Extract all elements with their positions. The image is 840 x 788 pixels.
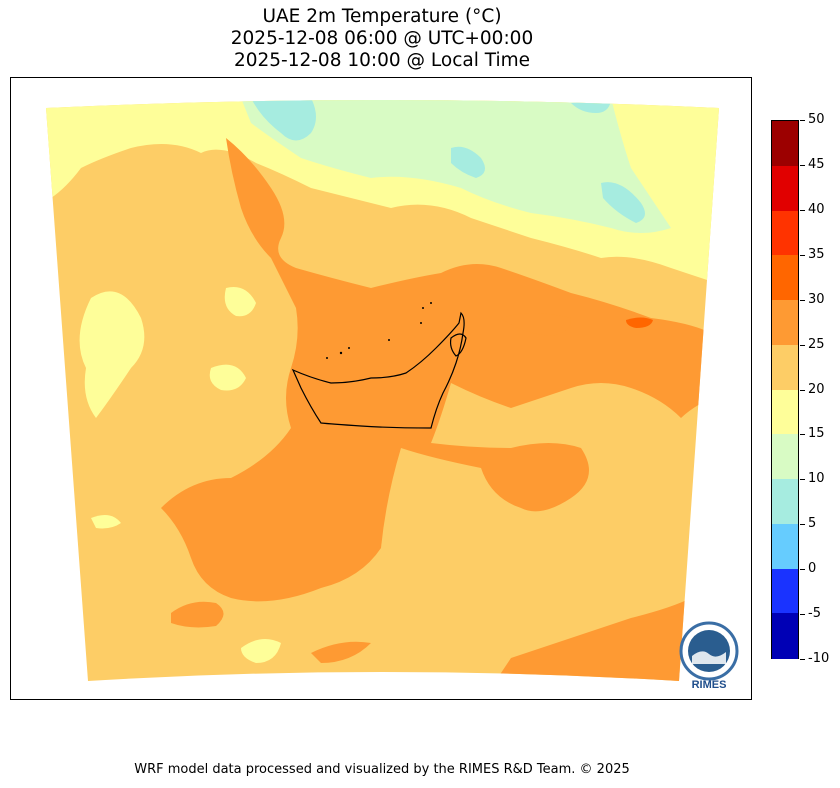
colorbar-tick	[800, 165, 805, 166]
footer-credit: WRF model data processed and visualized …	[134, 762, 630, 777]
colorbar-segment	[772, 389, 798, 435]
island	[326, 357, 328, 359]
band-5-10-c	[601, 182, 645, 223]
band-15-20-west-a	[79, 291, 145, 418]
colorbar-tick-label: 35	[808, 247, 825, 262]
colorbar-segment	[772, 165, 798, 211]
colorbar-tick-label: -5	[808, 606, 821, 621]
colorbar-tick	[800, 614, 805, 615]
colorbar-tick	[800, 345, 805, 346]
colorbar-segment	[772, 300, 798, 346]
musandam-outline	[449, 333, 467, 357]
uae-boundary	[291, 311, 467, 429]
colorbar-tick	[800, 300, 805, 301]
band-25-30	[161, 138, 711, 602]
colorbar-tick-label: 5	[808, 516, 817, 531]
colorbar-tick-label: -10	[808, 651, 830, 666]
uae-islands	[326, 302, 432, 359]
island	[430, 302, 432, 304]
colorbar-segment	[772, 613, 798, 659]
uae-mainland-outline	[291, 311, 465, 429]
band-25-30-south-b	[311, 641, 371, 663]
band-15-20-west-c	[209, 364, 246, 391]
colorbar-segment	[772, 121, 798, 167]
colorbar-tick-label: 0	[808, 561, 817, 576]
map-title: UAE 2m Temperature (°C) 2025-12-08 06:00…	[10, 6, 754, 72]
colorbar-segment	[772, 568, 798, 614]
colorbar-tick-label: 45	[808, 157, 825, 172]
colorbar-tick-label: 15	[808, 426, 825, 441]
island	[348, 347, 350, 349]
colorbar-segment	[772, 255, 798, 301]
rimes-logo: RIMES	[679, 621, 739, 690]
band-15-20-south	[241, 639, 281, 663]
colorbar-segment	[772, 479, 798, 525]
band-5-10-d	[451, 146, 485, 178]
band-15-20-west-b	[224, 287, 256, 317]
band-25-30-southeast	[491, 598, 691, 681]
colorbar-tick	[800, 479, 805, 480]
colorbar-tick	[800, 120, 805, 121]
colorbar-segment	[772, 210, 798, 256]
title-utc-time: 2025-12-08 06:00 @ UTC+00:00	[230, 28, 534, 49]
title-local-time: 2025-12-08 10:00 @ Local Time	[233, 50, 531, 71]
colorbar-tick	[800, 659, 805, 660]
colorbar-segment	[772, 344, 798, 390]
colorbar-tick-label: 40	[808, 202, 825, 217]
band-25-30-south-a	[171, 601, 224, 628]
band-15-20-west-d	[91, 514, 121, 529]
temperature-colorbar	[771, 120, 799, 659]
island	[388, 339, 390, 341]
colorbar-segment	[772, 434, 798, 480]
island	[420, 322, 422, 324]
temperature-field	[46, 100, 719, 681]
colorbar-tick	[800, 255, 805, 256]
map-panel	[10, 77, 752, 700]
colorbar-tick	[800, 434, 805, 435]
colorbar-segment	[772, 523, 798, 569]
colorbar-tick	[800, 390, 805, 391]
band-5-10-a	[251, 100, 316, 141]
colorbar-tick-label: 25	[808, 337, 825, 352]
colorbar-tick	[800, 210, 805, 211]
temperature-map	[46, 100, 719, 681]
band-25-30-east	[501, 313, 571, 336]
colorbar-tick	[800, 569, 805, 570]
colorbar-tick-label: 10	[808, 471, 825, 486]
island	[339, 351, 343, 355]
logo-globe	[688, 630, 730, 672]
colorbar-tick	[800, 524, 805, 525]
colorbar-tick-label: 50	[808, 112, 825, 127]
band-30-35	[626, 317, 653, 328]
colorbar-tick-label: 30	[808, 292, 825, 307]
island	[422, 307, 424, 309]
logo-text: RIMES	[692, 679, 727, 690]
colorbar-tick-label: 20	[808, 382, 825, 397]
title-variable: UAE 2m Temperature (°C)	[262, 6, 502, 27]
logo-wave	[692, 651, 726, 664]
